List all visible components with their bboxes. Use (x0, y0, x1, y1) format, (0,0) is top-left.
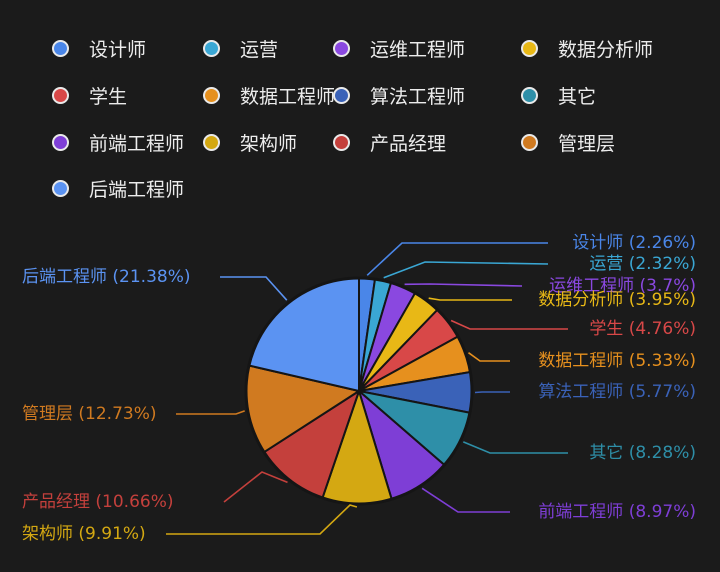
legend-swatch (203, 133, 220, 151)
legend-label: 设计师 (89, 38, 147, 61)
legend-item[interactable]: 管理层 (521, 128, 615, 156)
leader-line (468, 352, 510, 362)
legend-item[interactable]: 前端工程师 (52, 128, 184, 156)
legend-item[interactable]: 产品经理 (333, 128, 446, 156)
leader-line (383, 261, 549, 279)
legend-swatch (333, 86, 350, 104)
data-label: 其它 (8.28%) (589, 443, 696, 463)
legend-label: 产品经理 (370, 132, 447, 155)
legend-swatch (52, 39, 69, 57)
legend-item[interactable]: 后端工程师 (52, 174, 184, 202)
leader-line (462, 441, 568, 454)
chart-legend: 设计师 运营 运维工程师 数据分析师学生 数据工程师 算法工程师 其它前端工程师 架构师 产品经… (0, 0, 720, 220)
legend-label: 运营 (240, 38, 279, 61)
legend-item[interactable]: 运维工程师 (333, 34, 465, 62)
leader-line (366, 242, 548, 276)
leader-line (450, 319, 568, 330)
leader-line (176, 410, 245, 415)
legend-label: 算法工程师 (370, 85, 466, 108)
data-label: 产品经理 (10.66%) (22, 492, 174, 512)
data-label: 前端工程师 (8.97%) (538, 502, 696, 522)
data-label: 数据分析师 (3.95%) (538, 290, 696, 310)
legend-swatch (333, 39, 350, 57)
legend-label: 数据工程师 (240, 85, 336, 108)
legend-swatch (333, 133, 350, 151)
pie-outline (244, 276, 474, 506)
data-label: 后端工程师 (21.38%) (22, 267, 191, 287)
leader-line (428, 297, 512, 301)
legend-item[interactable]: 学生 (52, 81, 127, 109)
legend-swatch (52, 133, 69, 151)
leader-line (223, 471, 288, 503)
legend-swatch (521, 39, 538, 57)
data-label: 架构师 (9.91%) (22, 524, 146, 544)
data-label: 运维工程师 (3.7%) (549, 276, 696, 296)
legend-item[interactable]: 算法工程师 (333, 81, 465, 109)
legend-label: 运维工程师 (370, 38, 466, 61)
leader-line (404, 283, 523, 287)
legend-label: 后端工程师 (89, 178, 185, 201)
legend-swatch (52, 179, 69, 197)
legend-label: 管理层 (558, 132, 616, 155)
data-label: 数据工程师 (5.33%) (538, 351, 696, 371)
legend-item[interactable]: 数据分析师 (521, 34, 653, 62)
legend-item[interactable]: 设计师 (52, 34, 146, 62)
leader-line (421, 487, 510, 513)
legend-swatch (521, 133, 538, 151)
data-label: 运营 (2.32%) (589, 254, 696, 274)
legend-label: 学生 (89, 85, 128, 108)
data-label: 算法工程师 (5.77%) (538, 382, 696, 402)
data-label: 管理层 (12.73%) (22, 404, 157, 424)
data-label: 设计师 (2.26%) (572, 233, 696, 253)
legend-swatch (203, 86, 220, 104)
legend-swatch (203, 39, 220, 57)
legend-label: 前端工程师 (89, 132, 185, 155)
leader-line (474, 391, 510, 394)
legend-label: 架构师 (240, 132, 298, 155)
legend-swatch (521, 86, 538, 104)
legend-item[interactable]: 运营 (203, 34, 278, 62)
legend-label: 数据分析师 (558, 38, 654, 61)
data-label: 学生 (4.76%) (589, 319, 696, 339)
legend-swatch (52, 86, 69, 104)
legend-item[interactable]: 架构师 (203, 128, 297, 156)
leader-line (166, 504, 358, 535)
legend-item[interactable]: 数据工程师 (203, 81, 335, 109)
legend-label: 其它 (558, 85, 597, 108)
legend-item[interactable]: 其它 (521, 81, 596, 109)
leader-line (220, 276, 288, 301)
